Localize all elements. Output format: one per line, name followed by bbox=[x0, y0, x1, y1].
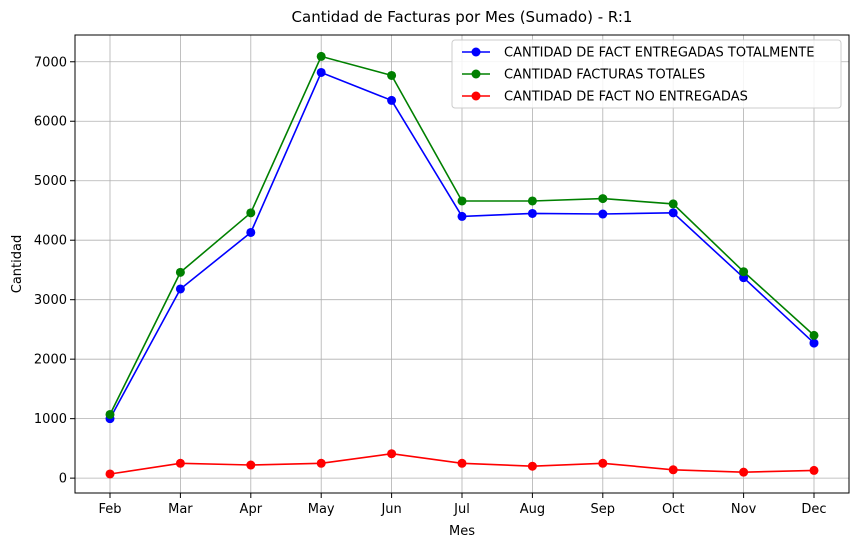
data-point bbox=[175, 458, 185, 468]
data-point bbox=[739, 267, 749, 277]
x-axis-label: Mes bbox=[449, 524, 475, 539]
legend-label: CANTIDAD DE FACT ENTREGADAS TOTALMENTE bbox=[504, 46, 814, 61]
y-tick-label: 3000 bbox=[34, 293, 67, 308]
data-point bbox=[527, 461, 537, 471]
legend-box bbox=[451, 39, 842, 109]
y-tick-label: 6000 bbox=[34, 115, 67, 130]
data-point bbox=[246, 460, 256, 470]
legend-marker bbox=[471, 91, 481, 101]
y-tick-label: 2000 bbox=[34, 353, 67, 368]
x-tick-label: Jun bbox=[380, 502, 401, 517]
data-point bbox=[668, 208, 678, 218]
data-point bbox=[175, 284, 185, 294]
data-point bbox=[105, 469, 115, 479]
x-tick-label: Oct bbox=[662, 502, 684, 517]
y-tick-label: 1000 bbox=[34, 412, 67, 427]
chart-title: Cantidad de Facturas por Mes (Sumado) - … bbox=[292, 8, 633, 26]
x-tick-label: Mar bbox=[168, 502, 193, 517]
x-tick-label: Nov bbox=[731, 502, 757, 517]
x-tick-label: Aug bbox=[520, 502, 545, 517]
series-layer bbox=[105, 51, 819, 479]
legend-marker bbox=[471, 47, 481, 57]
data-point bbox=[527, 196, 537, 206]
x-tick-label: Jul bbox=[453, 502, 470, 517]
data-point bbox=[387, 95, 397, 105]
y-tick-label: 7000 bbox=[34, 55, 67, 70]
data-point bbox=[175, 267, 185, 277]
y-tick-label: 5000 bbox=[34, 174, 67, 189]
data-point bbox=[457, 196, 467, 206]
y-tick-label: 0 bbox=[59, 472, 67, 487]
data-point bbox=[387, 449, 397, 459]
data-point bbox=[246, 227, 256, 237]
data-point bbox=[809, 338, 819, 348]
legend-marker bbox=[471, 69, 481, 79]
legend-label: CANTIDAD FACTURAS TOTALES bbox=[504, 68, 705, 83]
data-point bbox=[316, 458, 326, 468]
data-point bbox=[598, 209, 608, 219]
data-point bbox=[387, 70, 397, 80]
x-tick-label: Dec bbox=[801, 502, 826, 517]
x-tick-label: Sep bbox=[591, 502, 616, 517]
axes: Feb Mar Apr May Jun Jul Aug Sep Oct Nov Dec 0 1000 20… bbox=[34, 55, 827, 517]
legend-label: CANTIDAD DE FACT NO ENTREGADAS bbox=[504, 90, 748, 105]
data-point bbox=[316, 51, 326, 61]
x-tick-label: Feb bbox=[98, 502, 121, 517]
data-point bbox=[809, 330, 819, 340]
data-point bbox=[457, 211, 467, 221]
data-point bbox=[246, 208, 256, 218]
data-point bbox=[105, 409, 115, 419]
y-tick-label: 4000 bbox=[34, 234, 67, 249]
x-tick-label: May bbox=[308, 502, 335, 517]
data-point bbox=[316, 67, 326, 77]
y-axis-label: Cantidad bbox=[10, 235, 25, 293]
x-tick-label: Apr bbox=[240, 502, 263, 517]
data-point bbox=[598, 458, 608, 468]
legend: CANTIDAD DE FACT ENTREGADAS TOTALMENTE CA… bbox=[451, 39, 842, 109]
data-point bbox=[668, 465, 678, 475]
data-point bbox=[668, 199, 678, 209]
data-point bbox=[598, 194, 608, 204]
data-point bbox=[809, 465, 819, 475]
data-point bbox=[457, 458, 467, 468]
data-point bbox=[527, 208, 537, 218]
data-point bbox=[739, 467, 749, 477]
